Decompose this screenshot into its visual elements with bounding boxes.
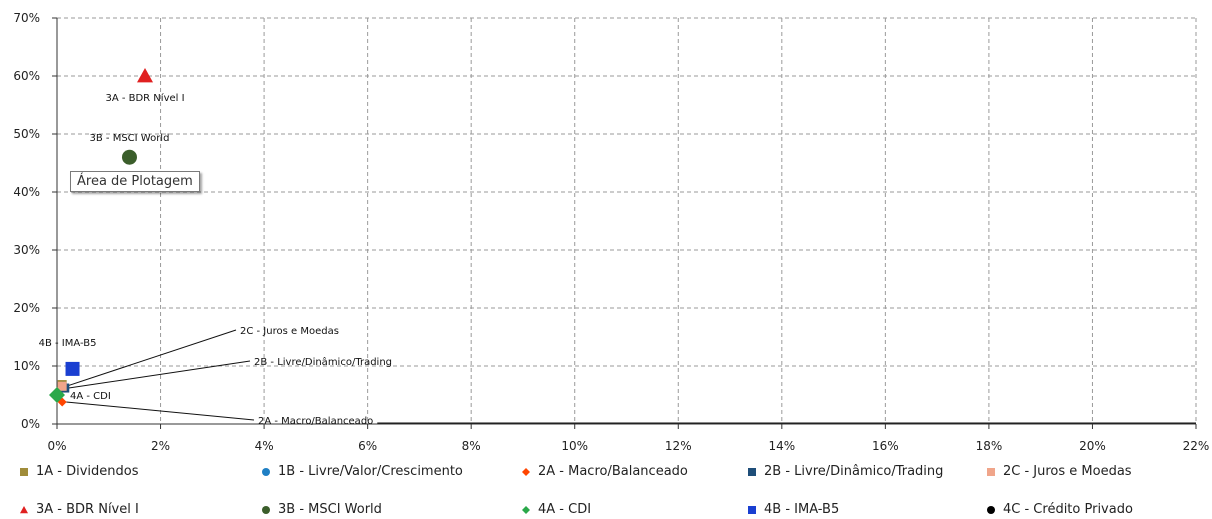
legend-marker-shape bbox=[262, 467, 270, 476]
legend-label: 4B - IMA-B5 bbox=[764, 502, 840, 517]
legend-marker-shape bbox=[20, 467, 28, 476]
x-tick-label: 18% bbox=[976, 439, 1003, 453]
legend-label: 4C - Crédito Privado bbox=[1003, 502, 1133, 517]
legend-item: 2B - Livre/Dinâmico/Trading bbox=[746, 464, 943, 479]
x-tick-label: 12% bbox=[665, 439, 692, 453]
leader-2a-macro-balanceado bbox=[66, 401, 255, 421]
x-tick-label: 14% bbox=[768, 439, 795, 453]
legend-label: 2C - Juros e Moedas bbox=[1003, 464, 1132, 479]
point-3b-msci-world bbox=[121, 149, 137, 165]
legend-item: 3B - MSCI World bbox=[260, 502, 382, 517]
point-2c-juros-e-moedas bbox=[57, 381, 67, 391]
y-tick-label: 60% bbox=[13, 69, 40, 83]
y-tick-label: 0% bbox=[21, 417, 40, 431]
x-tick-label: 0% bbox=[47, 439, 66, 453]
legend-marker-shape bbox=[522, 505, 530, 514]
leader-2c-juros-e-moedas bbox=[66, 329, 237, 387]
legend-item: 2C - Juros e Moedas bbox=[985, 464, 1132, 479]
plot-area-tooltip: Área de Plotagem bbox=[70, 171, 200, 192]
legend-marker bbox=[522, 467, 530, 476]
legend-item: 3A - BDR Nível I bbox=[18, 502, 139, 517]
y-tick-label: 20% bbox=[13, 301, 40, 315]
legend-label: 3A - BDR Nível I bbox=[36, 502, 139, 517]
point-3a-bdr-n-vel-i bbox=[137, 68, 154, 83]
x-tick-label: 2% bbox=[151, 439, 170, 453]
legend-marker bbox=[20, 505, 28, 513]
point-4a-cdi bbox=[49, 387, 65, 403]
x-tick-label: 6% bbox=[358, 439, 377, 453]
label-4a-cdi: 4A - CDI bbox=[70, 391, 111, 402]
legend-item: 4B - IMA-B5 bbox=[746, 502, 839, 517]
point-labels: 2A - Macro/Balanceado 2B - Livre/Dinâmico… bbox=[39, 92, 392, 427]
x-tick-label: 4% bbox=[255, 439, 274, 453]
x-tick-label: 20% bbox=[1079, 439, 1106, 453]
label-4b-ima-b5: 4B - IMA-B5 bbox=[39, 338, 97, 349]
legend-marker bbox=[262, 505, 270, 514]
legend-marker bbox=[262, 467, 270, 476]
legend-label: 3B - MSCI World bbox=[278, 502, 382, 517]
point-4b-ima-b5 bbox=[65, 361, 80, 376]
legend-marker-shape bbox=[20, 505, 28, 513]
axes: 0% 2% 4% 6% 8% 10% 12% 14% 16% 18% 20% 22% 0% 10% 20% 3… bbox=[13, 11, 1209, 453]
legend-marker-shape bbox=[262, 505, 270, 514]
x-tick-label: 16% bbox=[872, 439, 899, 453]
y-tick-label: 50% bbox=[13, 127, 40, 141]
leader-2b-livre-din-mico-trading bbox=[68, 360, 251, 389]
y-tick-label: 40% bbox=[13, 185, 40, 199]
legend-marker bbox=[522, 505, 530, 514]
legend-marker-shape bbox=[748, 467, 756, 476]
y-tick-label: 70% bbox=[13, 11, 40, 25]
legend-item: 2A - Macro/Balanceado bbox=[520, 464, 688, 479]
legend-marker-shape bbox=[987, 505, 995, 514]
legend-marker bbox=[748, 505, 756, 514]
legend-item: 1B - Livre/Valor/Crescimento bbox=[260, 464, 463, 479]
legend-marker-shape bbox=[522, 467, 530, 476]
label-3a-bdr-n-vel-i: 3A - BDR Nível I bbox=[105, 92, 184, 104]
legend-label: 1B - Livre/Valor/Crescimento bbox=[278, 464, 463, 479]
legend-item: 1A - Dividendos bbox=[18, 464, 139, 479]
y-tick-label: 30% bbox=[13, 243, 40, 257]
label-3b-msci-world: 3B - MSCI World bbox=[90, 133, 170, 144]
legend-marker bbox=[20, 467, 28, 476]
legend-label: 1A - Dividendos bbox=[36, 464, 139, 479]
legend-marker bbox=[748, 467, 756, 476]
x-tick-label: 8% bbox=[462, 439, 481, 453]
x-tick-label: 22% bbox=[1183, 439, 1210, 453]
legend-marker-shape bbox=[748, 505, 756, 514]
legend-marker-shape bbox=[987, 467, 995, 476]
label-2a-macro-balanceado: 2A - Macro/Balanceado bbox=[258, 416, 373, 427]
leader-lines bbox=[66, 329, 1196, 424]
scatter-chart[interactable]: 0% 2% 4% 6% 8% 10% 12% 14% 16% 18% 20% 22% 0% 10% 20% 3… bbox=[0, 0, 1212, 456]
legend-marker bbox=[987, 467, 995, 476]
y-tick-label: 10% bbox=[13, 359, 40, 373]
legend-label: 2A - Macro/Balanceado bbox=[538, 464, 688, 479]
legend-item: 4C - Crédito Privado bbox=[985, 502, 1133, 517]
label-2b-livre-din-mico-trading: 2B - Livre/Dinâmico/Trading bbox=[254, 356, 392, 368]
grid-lines bbox=[57, 17, 1197, 424]
label-2c-juros-e-moedas: 2C - Juros e Moedas bbox=[240, 326, 339, 337]
legend-label: 2B - Livre/Dinâmico/Trading bbox=[764, 464, 944, 479]
data-points bbox=[49, 68, 154, 407]
x-tick-label: 10% bbox=[561, 439, 588, 453]
legend-marker bbox=[987, 505, 995, 514]
legend-item: 4A - CDI bbox=[520, 502, 591, 517]
legend-label: 4A - CDI bbox=[538, 502, 592, 517]
